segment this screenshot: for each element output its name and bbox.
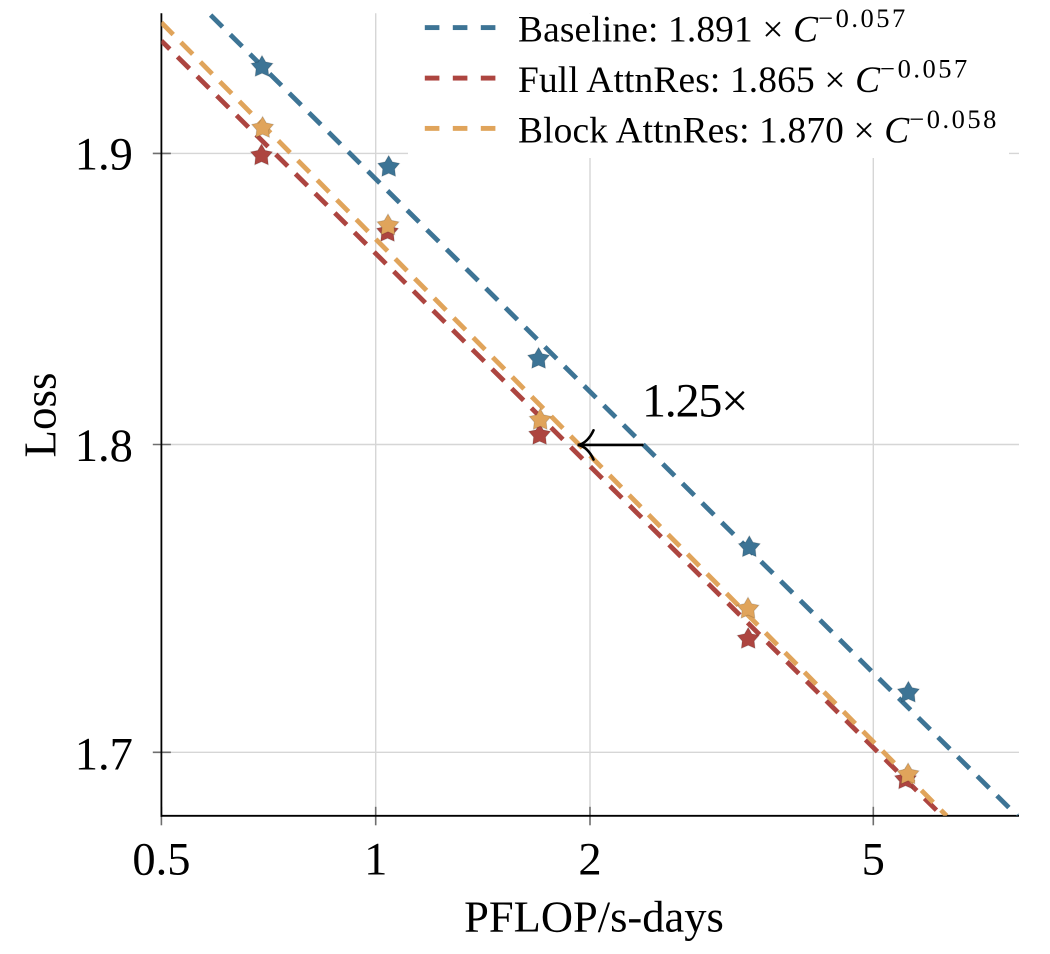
svg-text:Loss: Loss bbox=[15, 372, 65, 457]
svg-text:1.25×: 1.25× bbox=[642, 375, 747, 428]
svg-text:1.8: 1.8 bbox=[75, 421, 133, 472]
svg-text:Baseline: 1.891 × C−0.057: Baseline: 1.891 × C−0.057 bbox=[518, 3, 908, 51]
svg-text:2: 2 bbox=[578, 834, 601, 885]
svg-text:1.7: 1.7 bbox=[75, 729, 133, 780]
svg-text:1: 1 bbox=[364, 834, 387, 885]
svg-text:1.9: 1.9 bbox=[75, 129, 133, 180]
svg-text:0.5: 0.5 bbox=[132, 834, 190, 885]
svg-text:5: 5 bbox=[862, 834, 885, 885]
svg-text:PFLOP/s-days: PFLOP/s-days bbox=[464, 892, 724, 942]
